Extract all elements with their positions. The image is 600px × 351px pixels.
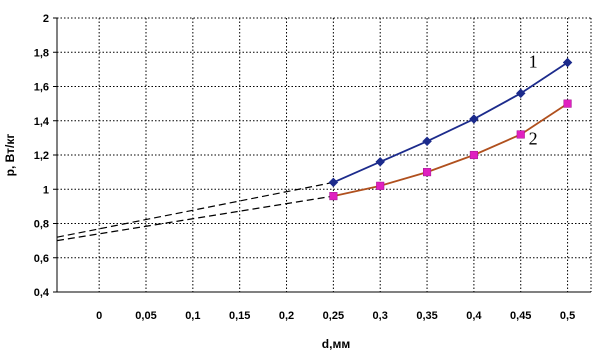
series-1-point	[375, 156, 386, 167]
y-tick-label: 1,8	[34, 47, 49, 59]
y-tick-label: 2	[43, 13, 49, 25]
y-tick-label: 1,6	[34, 82, 49, 94]
x-tick-label: 0,45	[510, 310, 531, 322]
series-1-extrapolation	[56, 181, 334, 238]
y-tick-label: 1,4	[34, 116, 50, 128]
series-2-point	[376, 181, 385, 190]
y-axis-title: p, Вт/кг	[3, 134, 17, 177]
x-tick-label: 0,5	[560, 310, 575, 322]
series-2-point	[329, 192, 338, 201]
x-tick-label: 0,25	[323, 310, 344, 322]
series-1-point	[328, 177, 339, 188]
series-1-line	[333, 61, 569, 184]
series-2-point	[516, 130, 525, 139]
y-tick-label: 1	[43, 184, 49, 196]
series-1-point	[562, 57, 573, 68]
series-2-point	[563, 99, 572, 108]
y-tick-label: 0,6	[34, 253, 49, 265]
x-axis-title: d,мм	[322, 337, 351, 351]
x-tick-label: 0,2	[279, 310, 294, 322]
series-2-line	[333, 102, 569, 197]
series-2-extrapolation	[56, 195, 334, 242]
y-tick-label: 0,4	[34, 287, 50, 299]
series-2	[56, 99, 572, 242]
x-tick-label: 0,05	[135, 310, 156, 322]
x-tick-label: 0,35	[416, 310, 437, 322]
series-label-2: 2	[529, 129, 538, 149]
tick-labels: 0,4 0,6 0,8 1 1,2 1,4 1,6 1,8 2 0 0,05 0,1 0,15 0,2 0,…	[34, 13, 576, 322]
series-1	[56, 57, 573, 238]
x-tick-label: 0,15	[229, 310, 250, 322]
y-tick-label: 1,2	[34, 150, 49, 162]
axes	[53, 17, 592, 293]
x-tick-label: 0,1	[185, 310, 200, 322]
series-1-point	[422, 136, 432, 147]
x-tick-label: 0	[96, 310, 102, 322]
series-1-point	[469, 114, 479, 124]
x-tick-label: 0,4	[466, 310, 482, 322]
series-label-1: 1	[529, 52, 538, 72]
y-tick-label: 0,8	[34, 219, 49, 231]
series-1-point	[515, 88, 526, 99]
x-tick-label: 0,3	[373, 310, 388, 322]
series-layer	[56, 57, 573, 242]
series-2-point	[469, 150, 478, 160]
series-2-point	[423, 168, 432, 177]
